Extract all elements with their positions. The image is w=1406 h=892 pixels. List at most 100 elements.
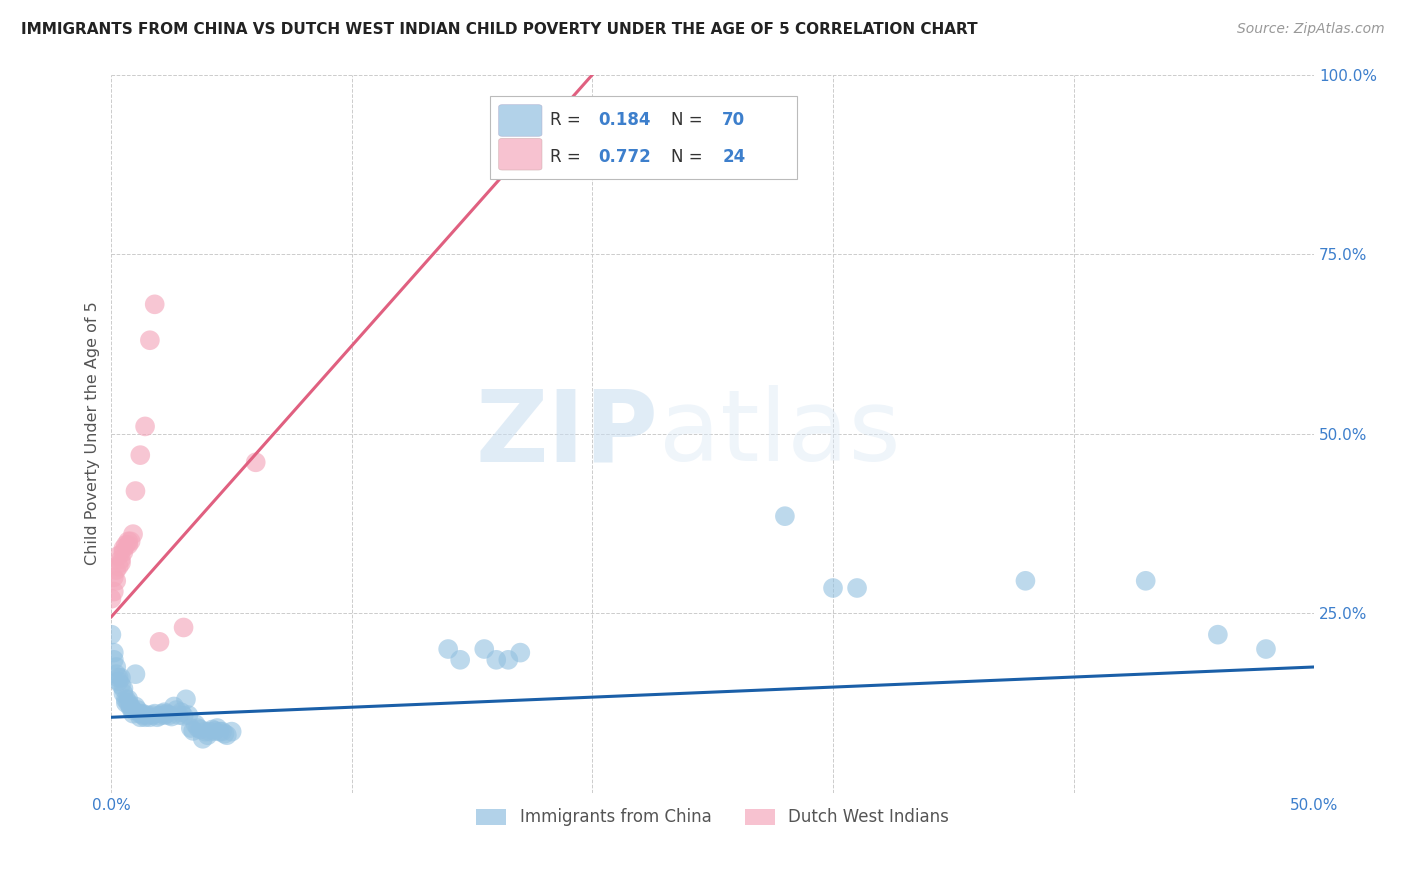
Point: [160, 709, 183, 723]
Text: N =: N =: [671, 112, 707, 129]
Text: 24: 24: [723, 148, 745, 166]
Point: [105, 563, 128, 577]
Point: [167, 708, 190, 723]
Point: [472, 642, 495, 657]
Point: [150, 706, 173, 721]
Point: [181, 723, 204, 738]
Point: [146, 710, 169, 724]
Point: [103, 653, 125, 667]
Point: [177, 708, 200, 723]
Point: [201, 723, 224, 737]
Point: [165, 703, 187, 717]
Point: [211, 724, 233, 739]
Point: [103, 584, 125, 599]
Point: [103, 646, 125, 660]
Point: [174, 692, 197, 706]
Point: [156, 706, 179, 721]
Legend: Immigrants from China, Dutch West Indians: Immigrants from China, Dutch West Indian…: [468, 800, 957, 835]
Text: atlas: atlas: [658, 385, 900, 482]
Point: [112, 545, 135, 559]
Point: [148, 635, 170, 649]
Point: [1135, 574, 1157, 588]
Point: [107, 549, 129, 563]
Point: [100, 628, 122, 642]
Point: [120, 701, 142, 715]
Point: [105, 660, 128, 674]
Point: [107, 674, 129, 689]
Point: [105, 667, 128, 681]
Point: [124, 483, 146, 498]
Point: [143, 706, 166, 721]
Point: [124, 667, 146, 681]
FancyBboxPatch shape: [499, 104, 541, 136]
Y-axis label: Child Poverty Under the Age of 5: Child Poverty Under the Age of 5: [86, 301, 100, 566]
Point: [122, 703, 145, 717]
Point: [129, 706, 152, 721]
Point: [180, 721, 202, 735]
Point: [773, 509, 796, 524]
Text: R =: R =: [550, 112, 586, 129]
Point: [131, 706, 153, 721]
Point: [509, 646, 531, 660]
Point: [112, 681, 135, 696]
Point: [153, 705, 176, 719]
Text: IMMIGRANTS FROM CHINA VS DUTCH WEST INDIAN CHILD POVERTY UNDER THE AGE OF 5 CORR: IMMIGRANTS FROM CHINA VS DUTCH WEST INDI…: [21, 22, 977, 37]
Point: [117, 696, 139, 710]
Point: [197, 728, 219, 742]
Point: [136, 708, 159, 723]
Point: [110, 678, 132, 692]
Point: [110, 556, 132, 570]
Point: [107, 559, 129, 574]
Point: [148, 708, 170, 723]
Point: [115, 696, 138, 710]
Text: 0.184: 0.184: [599, 112, 651, 129]
Point: [208, 724, 231, 739]
Point: [107, 671, 129, 685]
Point: [139, 333, 162, 347]
Point: [163, 699, 186, 714]
Point: [190, 723, 212, 737]
Point: [143, 297, 166, 311]
Point: [110, 552, 132, 566]
Point: [1014, 574, 1036, 588]
Point: [120, 699, 142, 714]
Point: [191, 731, 214, 746]
Point: [214, 727, 236, 741]
Point: [115, 692, 138, 706]
Point: [127, 703, 149, 717]
Text: N =: N =: [671, 148, 707, 166]
Point: [117, 538, 139, 552]
Point: [245, 455, 267, 469]
Point: [204, 723, 226, 738]
Point: [103, 570, 125, 584]
Point: [498, 653, 520, 667]
Point: [100, 591, 122, 606]
Point: [221, 724, 243, 739]
Text: 70: 70: [723, 112, 745, 129]
FancyBboxPatch shape: [491, 96, 797, 178]
Point: [485, 653, 508, 667]
Text: Source: ZipAtlas.com: Source: ZipAtlas.com: [1237, 22, 1385, 37]
Point: [112, 687, 135, 701]
Text: 0.772: 0.772: [599, 148, 651, 166]
Point: [134, 710, 156, 724]
Point: [215, 728, 238, 742]
Point: [184, 717, 207, 731]
Point: [129, 448, 152, 462]
Point: [131, 708, 153, 723]
Point: [1254, 642, 1277, 657]
Point: [141, 708, 163, 723]
Point: [437, 642, 460, 657]
Point: [194, 724, 217, 739]
Point: [120, 534, 142, 549]
Text: ZIP: ZIP: [475, 385, 658, 482]
Point: [139, 710, 162, 724]
Point: [112, 541, 135, 556]
Point: [122, 706, 145, 721]
Point: [122, 527, 145, 541]
Point: [153, 708, 176, 723]
Point: [846, 581, 869, 595]
Point: [157, 708, 180, 723]
Point: [173, 708, 195, 723]
Point: [117, 534, 139, 549]
